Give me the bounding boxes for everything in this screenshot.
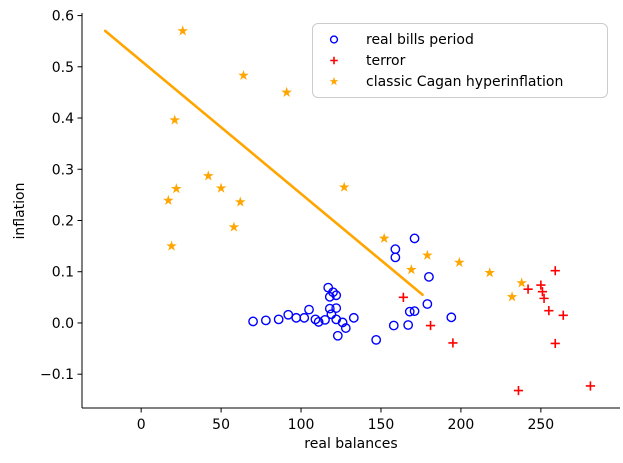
classic-cagan-hyperinflation-point (281, 86, 292, 97)
classic-cagan-hyperinflation-point (378, 232, 390, 243)
legend-label: real bills period (366, 31, 474, 48)
real-bills-period-point (299, 312, 310, 323)
classic-cagan-hyperinflation-point (215, 182, 227, 193)
real-bills-period-point (348, 312, 359, 323)
classic-cagan-hyperinflation-point (202, 170, 214, 181)
x-tick-label: 100 (288, 417, 315, 433)
classic-cagan-hyperinflation-point (228, 221, 240, 232)
circle-legend-glyph (329, 35, 339, 44)
y-tick-label: 0.2 (52, 213, 74, 229)
terror-point (536, 280, 546, 290)
real-bills-period-point (403, 320, 414, 330)
terror-point (537, 287, 548, 297)
real-bills-period-point (323, 282, 334, 293)
real-bills-period-point (304, 304, 314, 315)
classic-cagan-hyperinflation-point (484, 267, 496, 278)
real-bills-period-point (390, 252, 401, 263)
x-axis-label: real balances (304, 436, 398, 452)
legend-label: classic Cagan hyperinflation (366, 73, 564, 90)
classic-cagan-hyperinflation-point (177, 25, 189, 36)
real-bills-period-point (273, 314, 284, 325)
real-bills-period-point (409, 233, 420, 244)
legend-item-real-bills-period: real bills period (321, 29, 599, 50)
y-axis-label: inflation (12, 182, 28, 240)
classic-cagan-hyperinflation-point (163, 194, 174, 206)
circle-marker-icon (329, 35, 339, 44)
real-bills-period-point (388, 320, 399, 331)
real-bills-period-point (320, 314, 330, 325)
real-bills-period-point (332, 330, 343, 341)
real-bills-period-point (310, 314, 321, 325)
x-tick-label: 250 (527, 417, 554, 433)
trend-line (103, 29, 424, 297)
classic-cagan-hyperinflation-point (406, 264, 417, 275)
y-tick-label: 0.1 (52, 265, 74, 281)
plus-legend-glyph (330, 56, 338, 65)
real-bills-period-point (409, 306, 420, 317)
classic-cagan-hyperinflation-point (453, 256, 465, 268)
classic-cagan-hyperinflation-point (171, 183, 182, 194)
star-legend-glyph (329, 76, 339, 86)
terror-point (558, 310, 568, 320)
real-bills-period-point (422, 299, 433, 309)
terror-point (513, 385, 524, 396)
real-bills-period-point (390, 244, 401, 255)
legend-item-terror: terror (321, 50, 599, 71)
terror-point (585, 381, 596, 391)
classic-cagan-hyperinflation-point (234, 196, 246, 207)
x-tick-label: 200 (448, 417, 475, 433)
legend-item-classic-cagan-hyperinflation: classic Cagan hyperinflation (321, 71, 599, 92)
real-bills-period-point (331, 290, 342, 301)
y-tick-label: 0.6 (52, 9, 74, 25)
real-bills-period-point (248, 316, 258, 327)
terror-point (425, 320, 436, 331)
terror-point (539, 293, 549, 303)
legend: real bills period terror classic Cagan h… (312, 23, 608, 98)
terror-point (550, 338, 560, 349)
real-bills-period-point (331, 303, 342, 313)
classic-cagan-hyperinflation-point (422, 249, 433, 260)
real-bills-period-point (371, 334, 382, 345)
x-tick-label: 150 (368, 417, 395, 433)
real-bills-period-point (291, 312, 302, 323)
classic-cagan-hyperinflation-point (169, 114, 181, 125)
terror-point (448, 338, 458, 348)
plus-marker-icon (330, 56, 338, 65)
classic-cagan-hyperinflation-point (506, 291, 518, 302)
classic-cagan-hyperinflation-point (166, 240, 177, 251)
y-tick-label: −0.1 (40, 367, 74, 383)
terror-point (523, 284, 533, 294)
y-tick-label: 0.3 (52, 162, 74, 178)
classic-cagan-hyperinflation-point (338, 181, 350, 192)
star-marker-icon (329, 76, 339, 86)
real-bills-period-point (326, 309, 337, 320)
real-bills-period-point (324, 291, 335, 302)
real-bills-period-point (340, 323, 351, 333)
y-tick-label: 0.5 (52, 60, 74, 76)
terror-point (398, 292, 408, 302)
real-bills-period-point (260, 315, 271, 326)
real-bills-period-point (324, 303, 335, 314)
real-bills-period-point (424, 271, 434, 282)
terror-point (544, 306, 554, 316)
legend-label: terror (366, 52, 406, 69)
y-tick-label: 0.4 (52, 111, 74, 127)
real-bills-period-point (446, 312, 457, 323)
real-bills-period-point (337, 317, 348, 328)
classic-cagan-hyperinflation-point (238, 69, 249, 81)
real-bills-period-point (404, 306, 415, 317)
x-tick-label: 50 (212, 417, 230, 433)
x-tick-label: 0 (137, 417, 146, 433)
y-tick-label: 0.0 (52, 316, 74, 332)
real-bills-period-point (313, 317, 324, 327)
terror-point (550, 266, 560, 276)
real-bills-period-point (283, 309, 294, 320)
classic-cagan-hyperinflation-point (516, 277, 527, 288)
